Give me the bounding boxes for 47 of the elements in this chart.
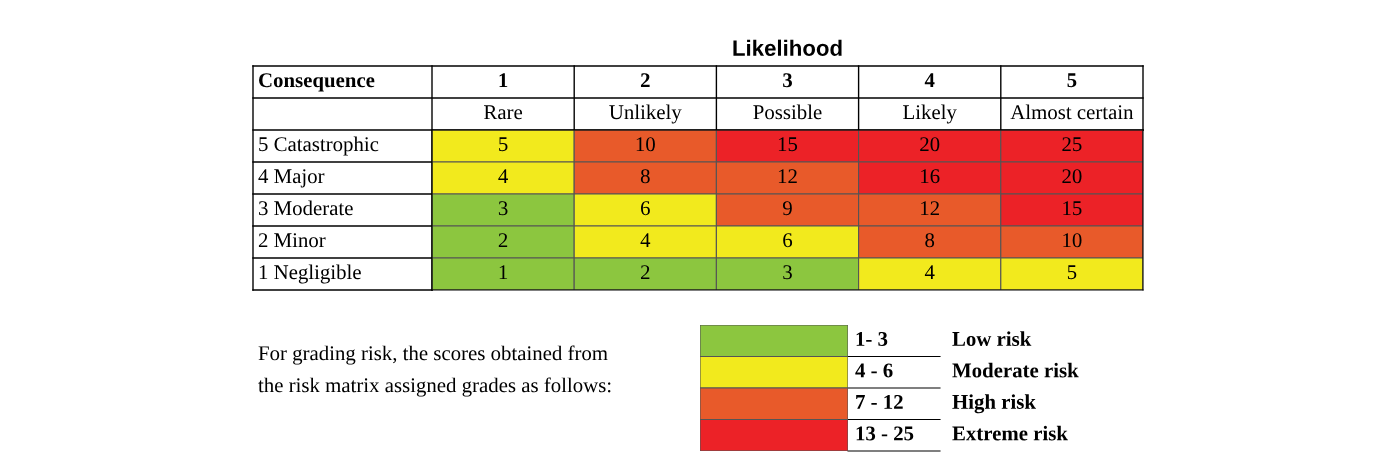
y-tick-label: 3 Moderate	[259, 200, 353, 216]
data-label: 25	[1062, 137, 1082, 152]
data-label: 15	[1063, 201, 1082, 216]
y-tick-label: 5 Catastrophic	[259, 136, 379, 156]
data-label: 15	[778, 137, 798, 152]
data-label: 2	[641, 265, 650, 280]
data-label: 6	[640, 201, 650, 216]
category-label: Low risk	[952, 331, 1032, 346]
y-tick-label: 4 Major	[258, 169, 325, 188]
x-tick-label: 3 Possible	[753, 73, 822, 120]
data-label: 10	[1063, 233, 1082, 248]
data-label: 3	[783, 265, 792, 280]
data-label: 20	[1062, 169, 1082, 184]
data-label: 5	[499, 137, 508, 152]
category-label: Moderate risk	[952, 362, 1079, 378]
data-label: 2	[498, 233, 508, 248]
y-axis-title: Consequence	[259, 73, 375, 92]
data-label: 12	[921, 201, 939, 216]
y-tick-label: 2 Minor	[258, 233, 326, 248]
data-label: 10	[636, 137, 655, 152]
x-tick-label: 5 Almost certain	[1010, 73, 1134, 120]
text: the risk matrix assigned grades as follows:	[258, 377, 611, 397]
text: For grading risk, the scores obtained from	[258, 345, 608, 365]
data-label: 8	[925, 233, 935, 248]
data-label: 16	[921, 169, 940, 184]
data-label: 1	[499, 265, 508, 280]
category-label: Extreme risk	[952, 425, 1068, 441]
category-label: 1- 3	[856, 331, 888, 346]
data-label: 3	[498, 201, 508, 216]
data-label: 20	[920, 137, 940, 152]
category-label: 13 - 25	[856, 426, 914, 441]
x-tick-label: 1 Rare	[484, 73, 523, 120]
data-label: 4	[640, 233, 651, 248]
data-label: 12	[778, 169, 797, 184]
data-label: 4	[924, 265, 935, 280]
chart-title: Likelihood	[733, 39, 842, 56]
data-label: 4	[498, 169, 508, 184]
data-label: 6	[783, 233, 793, 248]
y-tick-label: 1 Negligible	[259, 264, 361, 284]
category-label: High risk	[952, 394, 1036, 414]
x-tick-label: 2 Unlikely	[609, 73, 682, 124]
data-label: 8	[640, 169, 650, 184]
category-label: 7 - 12	[856, 394, 903, 409]
category-label: 4 - 6	[855, 363, 893, 378]
data-label: 9	[782, 201, 792, 216]
data-label: 5	[1067, 265, 1077, 280]
x-tick-label: 4 Likely	[903, 73, 957, 124]
